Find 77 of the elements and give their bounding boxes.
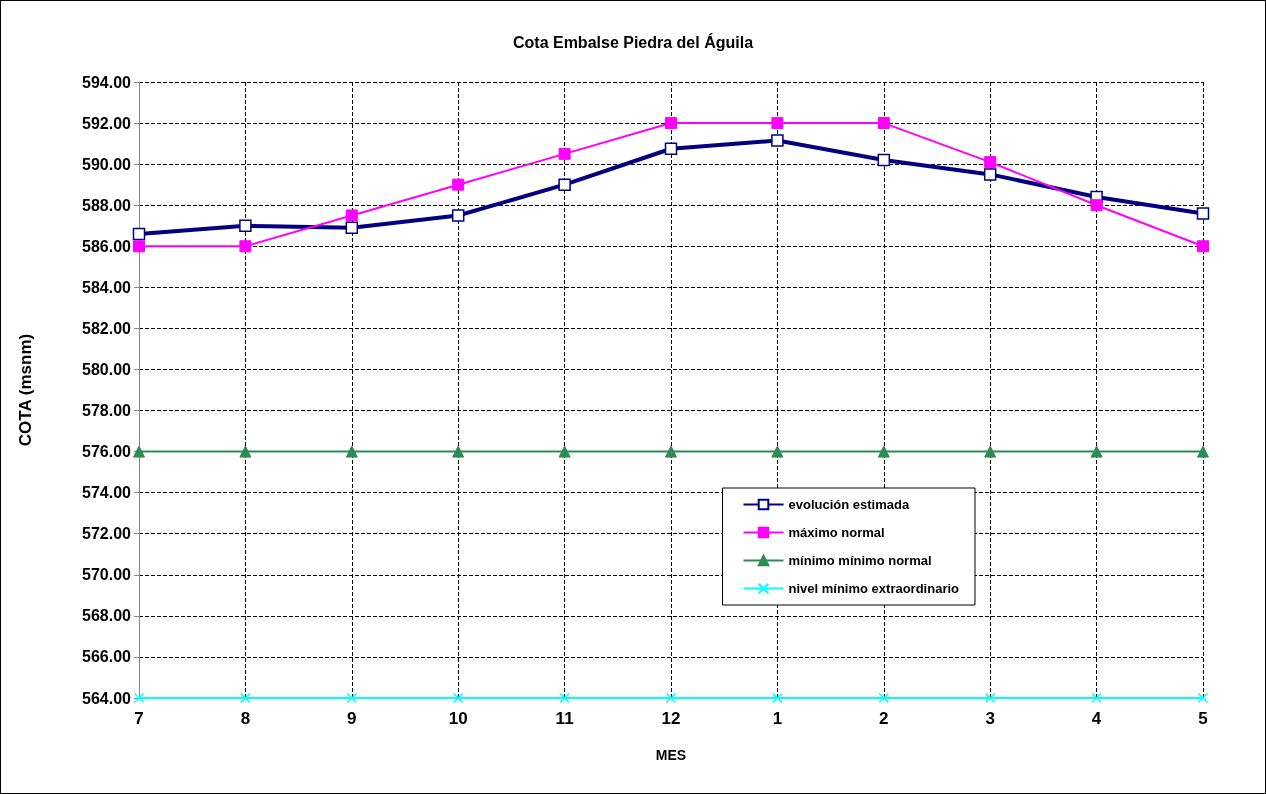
point — [452, 178, 465, 191]
y-tick-label: 570.00 — [82, 566, 132, 584]
legend-label: nivel mínimo extraordinario — [788, 581, 960, 596]
point — [877, 117, 890, 130]
point — [877, 153, 891, 167]
x-tick-label: 5 — [1198, 709, 1208, 728]
point — [1196, 207, 1210, 220]
point — [771, 134, 784, 147]
point — [558, 445, 571, 458]
point — [239, 445, 252, 458]
point — [132, 227, 146, 241]
point — [665, 445, 677, 458]
y-tick-label: 582.00 — [82, 319, 132, 337]
y-tick-label: 572.00 — [82, 525, 132, 543]
x-tick-label: 12 — [661, 709, 681, 728]
x-axis-title: MES — [655, 747, 687, 763]
x-tick-label: 9 — [347, 709, 357, 728]
point — [665, 117, 677, 130]
point — [558, 178, 571, 191]
y-tick-label: 584.00 — [82, 278, 132, 296]
point — [984, 445, 997, 458]
x-tick-label: 4 — [1091, 709, 1102, 728]
y-tick-label: 566.00 — [82, 648, 132, 666]
point — [983, 168, 997, 181]
point — [345, 445, 358, 458]
point — [452, 692, 464, 704]
point — [984, 156, 997, 169]
point — [345, 221, 359, 235]
x-tick-label: 2 — [879, 709, 889, 728]
x-tick-label: 1 — [772, 709, 783, 728]
point — [239, 240, 252, 253]
point — [345, 209, 358, 222]
y-tick-label: 580.00 — [82, 360, 132, 378]
point — [133, 692, 145, 704]
point — [346, 692, 358, 704]
point — [771, 117, 784, 130]
y-tick-label: 590.00 — [82, 155, 132, 173]
point — [1090, 445, 1103, 458]
y-tick-label: 578.00 — [82, 402, 132, 420]
x-tick-label: 3 — [985, 709, 995, 728]
x-tick-label: 11 — [555, 709, 574, 728]
legend-label: mínimo mínimo normal — [788, 553, 932, 568]
x-tick-label: 10 — [448, 709, 468, 728]
point — [239, 219, 252, 232]
point — [1197, 445, 1209, 458]
y-tick-label: 574.00 — [82, 484, 132, 502]
point — [559, 692, 570, 704]
point — [772, 692, 783, 704]
y-tick-label: 588.00 — [82, 196, 132, 214]
point — [665, 692, 677, 704]
point — [1197, 240, 1209, 253]
point — [877, 445, 890, 458]
point — [1197, 692, 1209, 704]
point — [133, 240, 145, 253]
chart-title: Cota Embalse Piedra del Águila — [512, 32, 754, 51]
point — [133, 445, 145, 458]
y-tick-label: 586.00 — [82, 237, 132, 255]
y-axis-title: COTA (msnm) — [16, 333, 35, 447]
point — [1091, 692, 1102, 704]
y-tick-label: 568.00 — [82, 607, 132, 625]
point — [878, 692, 890, 704]
point — [452, 445, 465, 458]
x-tick-label: 8 — [240, 709, 251, 728]
x-tick-label: 7 — [134, 709, 144, 728]
point — [664, 142, 678, 155]
point — [451, 209, 465, 222]
y-tick-label: 564.00 — [82, 689, 132, 707]
legend-label: máximo normal — [788, 525, 885, 540]
point — [771, 445, 784, 458]
legend-label: evolución estimada — [788, 497, 910, 512]
point — [984, 692, 996, 704]
point — [558, 147, 571, 160]
point — [1090, 199, 1103, 212]
y-tick-label: 594.00 — [82, 73, 132, 91]
y-tick-label: 576.00 — [82, 443, 132, 461]
point — [240, 692, 251, 704]
y-tick-label: 592.00 — [82, 114, 132, 132]
